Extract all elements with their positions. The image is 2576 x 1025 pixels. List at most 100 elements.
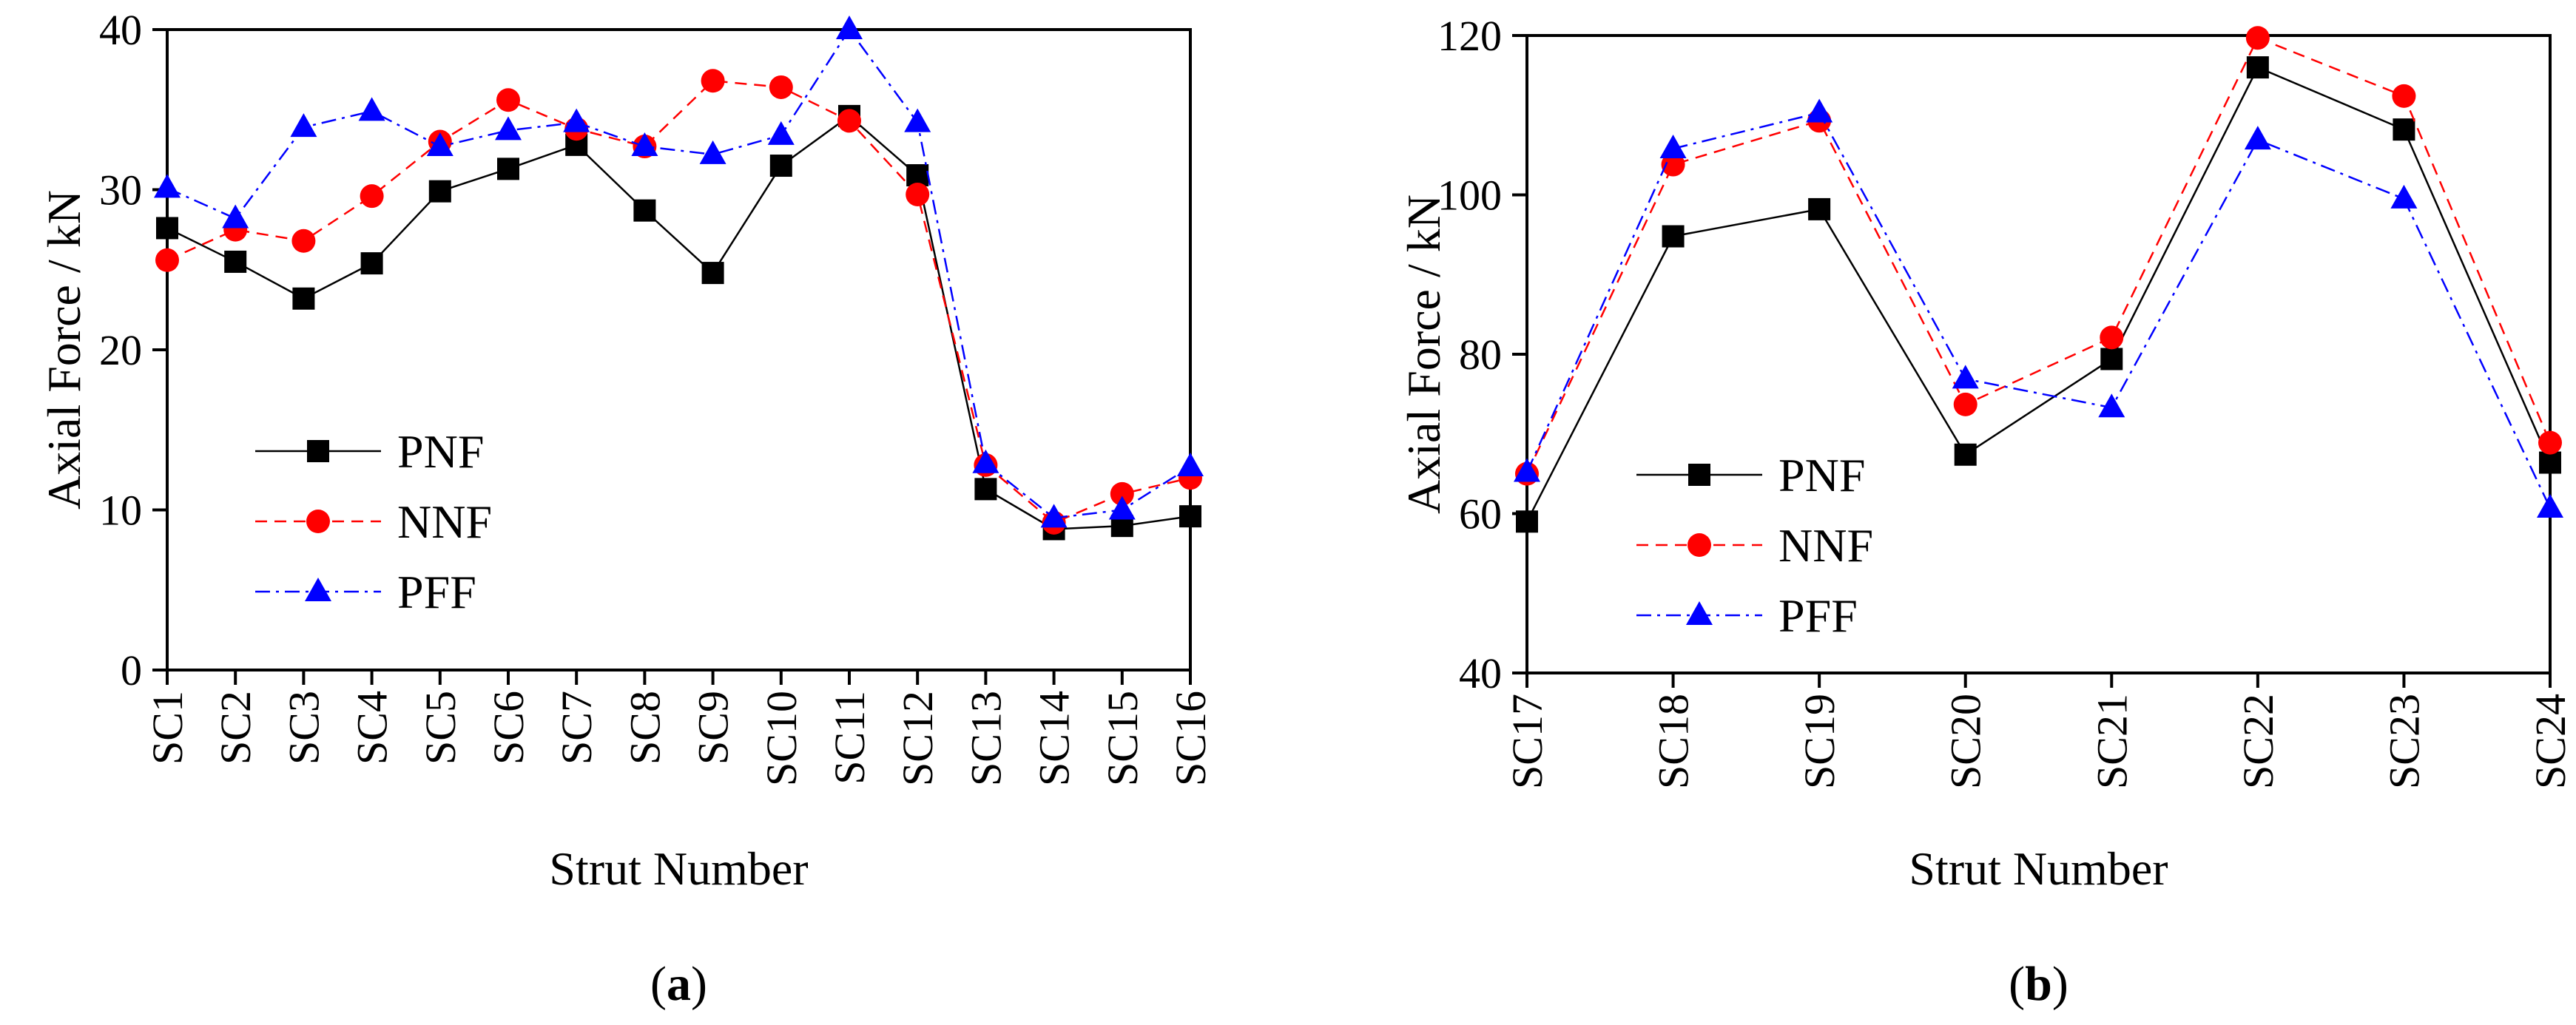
data-point-pnf bbox=[633, 199, 656, 222]
series-pff bbox=[154, 16, 1204, 528]
series-pff bbox=[1514, 98, 2563, 518]
legend-marker-nnf bbox=[306, 510, 330, 533]
x-tick-label: SC7 bbox=[553, 691, 601, 765]
x-tick-label: SC20 bbox=[1942, 694, 1990, 789]
data-point-pnf bbox=[701, 262, 724, 285]
panel-label: (b) bbox=[2009, 957, 2068, 1011]
series-line-pff bbox=[1525, 112, 2552, 509]
series-line-nnf bbox=[1525, 36, 2552, 475]
x-tick-label: SC16 bbox=[1167, 691, 1215, 786]
legend-label-pff: PFF bbox=[397, 566, 476, 618]
x-tick-label: SC3 bbox=[280, 691, 328, 765]
data-point-pff bbox=[1952, 365, 1979, 389]
panel-label: (a) bbox=[650, 957, 707, 1011]
series-line-pnf bbox=[1525, 66, 2552, 522]
y-tick-label: 0 bbox=[121, 646, 142, 694]
y-tick-label: 10 bbox=[99, 487, 142, 535]
data-point-pnf bbox=[974, 478, 997, 501]
data-point-nnf bbox=[2245, 26, 2270, 50]
legend-label-pnf: PNF bbox=[1778, 449, 1865, 501]
plot-frame bbox=[166, 28, 1192, 672]
data-point-pff bbox=[1659, 135, 1687, 159]
legend-marker-pff bbox=[305, 578, 331, 601]
data-point-nnf bbox=[291, 229, 316, 253]
y-tick-label: 80 bbox=[1459, 331, 1502, 379]
data-point-pnf bbox=[1179, 505, 1201, 528]
x-tick-label: SC24 bbox=[2526, 694, 2575, 789]
x-tick-label: SC8 bbox=[621, 691, 669, 765]
data-point-pff bbox=[222, 204, 249, 229]
x-tick-label: SC10 bbox=[758, 691, 806, 786]
x-axis-title: Strut Number bbox=[549, 842, 808, 895]
data-point-pff bbox=[2537, 493, 2563, 518]
data-point-pff bbox=[1040, 504, 1068, 528]
data-point-pff bbox=[2098, 393, 2125, 418]
series-pnf bbox=[1516, 56, 2561, 533]
legend-label-nnf: NNF bbox=[397, 495, 492, 548]
data-point-pnf bbox=[2246, 56, 2269, 79]
series-line-pnf bbox=[166, 115, 1191, 530]
data-point-pff bbox=[699, 140, 726, 164]
y-tick-label: 100 bbox=[1437, 172, 1502, 220]
x-tick-label: SC6 bbox=[485, 691, 533, 765]
data-point-nnf bbox=[701, 69, 725, 93]
data-point-nnf bbox=[496, 88, 520, 112]
legend: PNF NNF PFF bbox=[255, 425, 492, 618]
x-tick-label: SC2 bbox=[212, 691, 260, 765]
legend: PNF NNF PFF bbox=[1636, 449, 1873, 642]
legend-marker-pnf bbox=[307, 440, 329, 462]
data-point-nnf bbox=[155, 248, 179, 272]
data-point-pnf bbox=[224, 250, 247, 273]
x-tick-label: SC11 bbox=[826, 691, 874, 785]
data-point-nnf bbox=[1953, 392, 1977, 416]
data-point-pff bbox=[563, 108, 590, 132]
data-point-pff bbox=[290, 113, 317, 138]
y-tick-label: 40 bbox=[99, 6, 142, 54]
data-point-pnf bbox=[769, 155, 792, 177]
data-point-pnf bbox=[2100, 348, 2123, 371]
data-point-nnf bbox=[2392, 84, 2416, 108]
data-point-nnf bbox=[2100, 325, 2124, 350]
data-point-pff bbox=[836, 16, 863, 39]
data-point-pnf bbox=[428, 180, 451, 203]
y-tick-label: 30 bbox=[99, 166, 142, 214]
data-point-pnf bbox=[2393, 118, 2415, 141]
x-tick-label: SC12 bbox=[894, 691, 942, 786]
x-tick-label: SC13 bbox=[962, 691, 1010, 786]
y-tick-label: 20 bbox=[99, 326, 142, 374]
chart-panel-b: 40 60 80 100 120 SC17 SC18 SC19 SC20 SC21 SC22 SC23… bbox=[1397, 12, 2575, 1011]
data-point-nnf bbox=[837, 109, 861, 133]
y-axis-title: Axial Force / kN bbox=[1397, 194, 1450, 514]
data-point-pff bbox=[1177, 453, 1204, 477]
data-point-pnf bbox=[360, 252, 383, 275]
data-point-pff bbox=[631, 132, 658, 157]
data-point-pnf bbox=[1808, 197, 1831, 220]
data-point-pff bbox=[904, 108, 931, 132]
data-point-pff bbox=[2390, 184, 2418, 209]
series-nnf bbox=[1515, 26, 2562, 486]
panel-letter: b bbox=[2025, 957, 2052, 1011]
x-tick-label: SC21 bbox=[2088, 694, 2136, 789]
x-tick-label: SC9 bbox=[689, 691, 738, 765]
x-tick-label: SC17 bbox=[1503, 694, 1551, 789]
data-point-pff bbox=[767, 121, 795, 145]
data-point-pnf bbox=[292, 287, 315, 310]
data-point-pnf bbox=[1954, 443, 1977, 466]
data-point-pnf bbox=[1662, 225, 1685, 248]
x-tick-label: SC4 bbox=[348, 691, 397, 765]
data-point-pff bbox=[154, 174, 181, 198]
series-line-nnf bbox=[166, 79, 1191, 524]
y-tick-label: 40 bbox=[1459, 649, 1502, 697]
data-point-nnf bbox=[769, 75, 793, 99]
panel-letter: a bbox=[667, 957, 691, 1011]
legend-label-pnf: PNF bbox=[397, 425, 484, 478]
data-point-pnf bbox=[156, 217, 178, 240]
legend-marker-pff bbox=[1686, 601, 1713, 625]
data-point-nnf bbox=[1661, 152, 1685, 177]
x-tick-label: SC22 bbox=[2234, 694, 2282, 789]
x-tick-label: SC23 bbox=[2380, 694, 2428, 789]
data-point-nnf bbox=[360, 184, 384, 209]
data-point-pff bbox=[1108, 495, 1136, 520]
data-point-pff bbox=[426, 132, 454, 157]
